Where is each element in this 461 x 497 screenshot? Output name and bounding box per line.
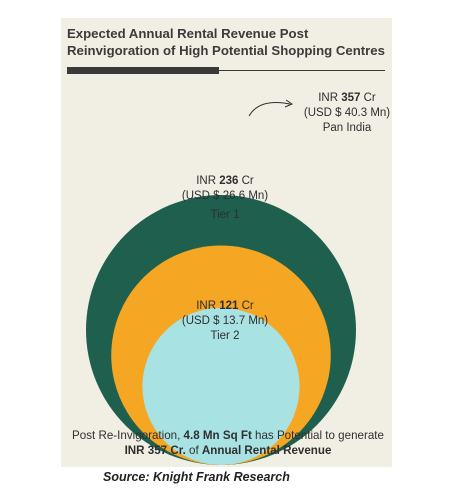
footnote-bold-annual: Annual Rental Revenue xyxy=(201,444,332,457)
label-tier-2-currency: INR xyxy=(196,300,217,312)
footnote-bold-revenue: INR 357 Cr. xyxy=(124,444,186,457)
bubble-tier-2 xyxy=(142,307,300,465)
label-tier-1-value: 236 xyxy=(219,175,239,187)
label-pan-india-usd: (USD $ 40.3 Mn) xyxy=(303,107,391,119)
source-note: Source: Knight Frank Research xyxy=(103,470,290,484)
footnote-text-1: Post Re-Invigoration, xyxy=(72,429,184,442)
label-pan-india-currency: INR xyxy=(318,92,339,104)
label-pan-india: INR 357 Cr (USD $ 40.3 Mn) Pan India xyxy=(292,91,402,136)
callout-arrowhead xyxy=(284,99,294,108)
title-rule-thin xyxy=(219,70,385,71)
label-tier-1-unit: Cr xyxy=(241,175,254,187)
footnote: Post Re-Invigoration, 4.8 Mn Sq Ft has P… xyxy=(70,428,386,458)
label-tier-1-name: Tier 1 xyxy=(210,209,240,221)
title-rule-thick xyxy=(67,67,219,74)
label-tier-1-usd: (USD $ 26.6 Mn) xyxy=(181,190,269,202)
footnote-text-3: of xyxy=(185,444,202,457)
label-tier-1-currency: INR xyxy=(196,175,217,187)
label-tier-2-usd: (USD $ 13.7 Mn) xyxy=(181,315,269,327)
chart-title: Expected Annual Rental Revenue Post Rein… xyxy=(67,26,385,58)
footnote-text-2: has Potential to generate xyxy=(251,429,384,442)
label-pan-india-name: Pan India xyxy=(322,122,372,134)
label-pan-india-unit: Cr xyxy=(363,92,376,104)
footnote-bold-area: 4.8 Mn Sq Ft xyxy=(183,429,252,442)
callout-arrow xyxy=(248,102,291,117)
label-tier-1: INR 236 Cr (USD $ 26.6 Mn) Tier 1 xyxy=(160,174,290,223)
label-tier-2-unit: Cr xyxy=(241,300,254,312)
label-tier-2: INR 121 Cr (USD $ 13.7 Mn) Tier 2 xyxy=(160,299,290,344)
label-tier-2-value: 121 xyxy=(219,300,239,312)
label-pan-india-value: 357 xyxy=(341,92,361,104)
label-tier-2-name: Tier 2 xyxy=(210,330,240,342)
